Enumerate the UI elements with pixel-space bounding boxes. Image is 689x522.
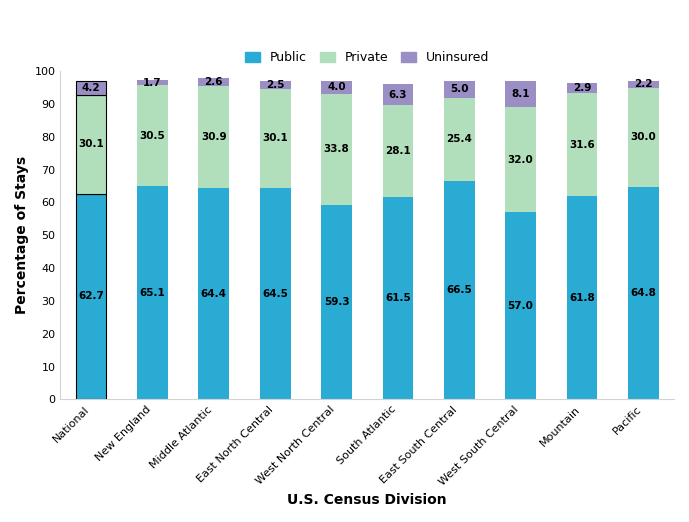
Text: 30.1: 30.1 — [79, 139, 104, 149]
Bar — [382, 105, 413, 197]
Bar — [198, 78, 229, 87]
Bar — [628, 187, 659, 399]
Bar — [505, 80, 536, 107]
Text: 32.0: 32.0 — [508, 155, 533, 164]
Text: 30.9: 30.9 — [201, 132, 227, 142]
Text: 61.8: 61.8 — [569, 293, 595, 303]
Text: 30.0: 30.0 — [630, 133, 656, 143]
Text: 66.5: 66.5 — [446, 285, 472, 295]
Bar — [260, 187, 291, 399]
Bar — [198, 188, 229, 399]
Legend: Public, Private, Uninsured: Public, Private, Uninsured — [241, 48, 493, 68]
Bar — [137, 86, 168, 186]
X-axis label: U.S. Census Division: U.S. Census Division — [287, 493, 447, 507]
Bar — [444, 81, 475, 98]
Y-axis label: Percentage of Stays: Percentage of Stays — [15, 156, 29, 314]
Bar — [382, 197, 413, 399]
Bar — [566, 93, 597, 196]
Bar — [505, 212, 536, 399]
Bar — [260, 89, 291, 187]
Text: 6.3: 6.3 — [389, 90, 407, 100]
Bar — [382, 85, 413, 105]
Text: 4.0: 4.0 — [327, 82, 346, 92]
Bar — [198, 87, 229, 188]
Bar — [137, 186, 168, 399]
Bar — [566, 196, 597, 399]
Bar — [321, 93, 352, 205]
Bar — [321, 80, 352, 93]
Bar — [628, 88, 659, 187]
Bar — [137, 80, 168, 86]
Bar — [628, 81, 659, 88]
Bar — [76, 81, 106, 94]
Text: 30.1: 30.1 — [263, 133, 288, 143]
Bar — [76, 194, 106, 399]
Text: 5.0: 5.0 — [450, 85, 469, 94]
Bar — [321, 205, 352, 399]
Text: 2.2: 2.2 — [634, 79, 652, 89]
Text: 2.9: 2.9 — [573, 83, 591, 93]
Text: 30.5: 30.5 — [140, 130, 165, 140]
Text: 28.1: 28.1 — [385, 146, 411, 156]
Bar — [505, 107, 536, 212]
Text: 31.6: 31.6 — [569, 139, 595, 150]
Text: 64.4: 64.4 — [200, 289, 227, 299]
Bar — [444, 181, 475, 399]
Bar — [444, 98, 475, 181]
Bar — [260, 80, 291, 89]
Text: 8.1: 8.1 — [511, 89, 530, 99]
Text: 25.4: 25.4 — [446, 134, 472, 144]
Text: 61.5: 61.5 — [385, 293, 411, 303]
Text: 1.7: 1.7 — [143, 78, 162, 88]
Text: 62.7: 62.7 — [78, 291, 104, 302]
Bar — [566, 83, 597, 93]
Text: 65.1: 65.1 — [140, 288, 165, 298]
Text: 33.8: 33.8 — [324, 144, 349, 154]
Text: 59.3: 59.3 — [324, 297, 349, 307]
Text: 64.8: 64.8 — [630, 288, 656, 298]
Text: 2.6: 2.6 — [205, 77, 223, 87]
Text: 57.0: 57.0 — [508, 301, 533, 311]
Text: 2.5: 2.5 — [266, 80, 285, 90]
Text: 4.2: 4.2 — [82, 83, 101, 93]
Bar — [76, 94, 106, 194]
Text: 64.5: 64.5 — [263, 289, 288, 299]
